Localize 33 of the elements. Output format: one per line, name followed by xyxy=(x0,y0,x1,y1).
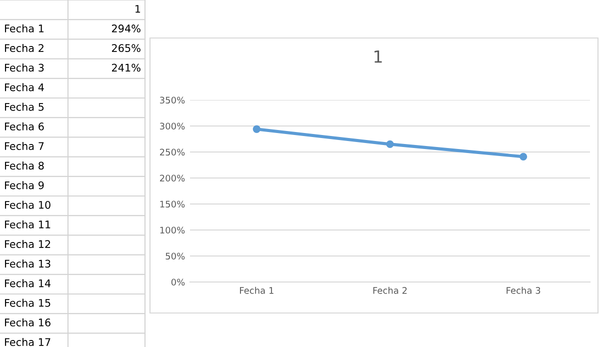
text: Fecha 15 xyxy=(5,298,50,307)
text: Fecha 8 xyxy=(5,162,44,170)
text: Fecha 14 xyxy=(5,279,51,288)
text: Fecha 16 xyxy=(5,318,50,326)
text: 265% xyxy=(112,44,140,52)
text: Fecha 9 xyxy=(5,181,44,190)
text: 241% xyxy=(112,64,140,72)
text: Fecha 12 xyxy=(5,240,50,248)
category-label: Fecha 3 xyxy=(5,64,44,72)
text: Fecha 5 xyxy=(5,102,44,111)
text: Fecha 7 xyxy=(5,142,44,150)
y-tick-label: 300% xyxy=(160,122,185,130)
x-tick-label: Fecha 1 xyxy=(240,286,274,294)
y-tick-label: 50% xyxy=(166,252,185,260)
x-tick-label: Fecha 2 xyxy=(373,286,407,294)
y-tick-label: 200% xyxy=(160,174,185,182)
text: Fecha 11 xyxy=(5,220,50,228)
y-tick-label: 0% xyxy=(171,278,185,286)
text: Fecha 6 xyxy=(5,122,44,130)
text: Fecha 4 xyxy=(5,83,44,92)
text: 294% xyxy=(112,24,140,32)
chart-title: 1 xyxy=(136,5,140,13)
text: 1 xyxy=(374,50,382,63)
category-label: Fecha 2 xyxy=(5,44,44,52)
y-tick-label: 100% xyxy=(160,226,185,234)
category-label: Fecha 1 xyxy=(5,24,44,32)
text: Fecha 13 xyxy=(5,260,50,268)
x-tick-label: Fecha 3 xyxy=(506,286,540,294)
text: Fecha 17 xyxy=(5,338,50,346)
y-tick-label: 150% xyxy=(160,200,185,208)
text: Fecha 10 xyxy=(5,200,50,209)
y-tick-label: 250% xyxy=(160,148,185,156)
y-tick-label: 350% xyxy=(160,96,185,104)
